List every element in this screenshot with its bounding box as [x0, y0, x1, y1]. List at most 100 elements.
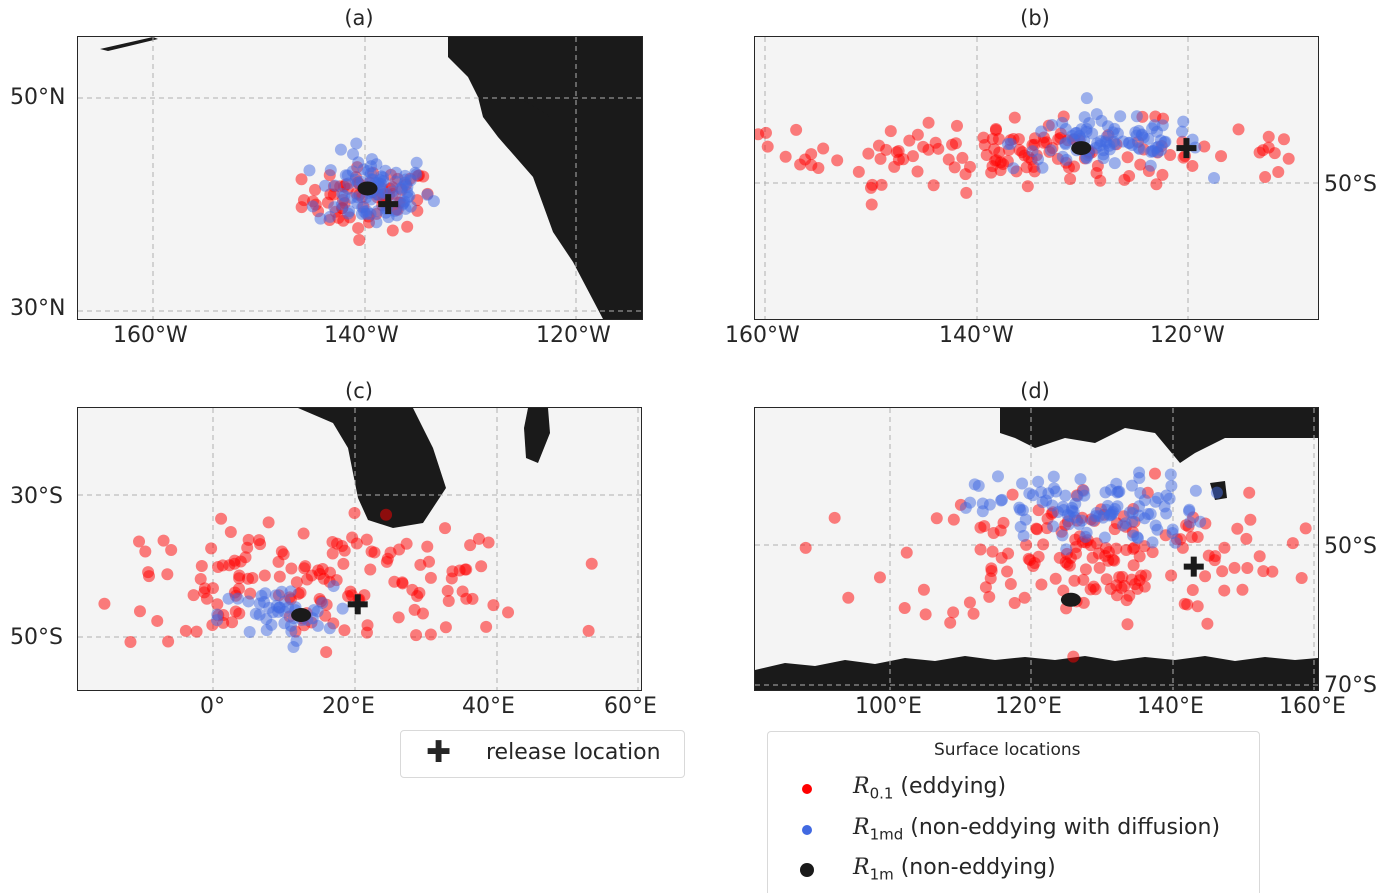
legend-text: (non-eddying with diffusion) [903, 815, 1221, 840]
scatter-point-r01 [922, 143, 935, 156]
scatter-point-r01 [1186, 159, 1199, 172]
scatter-point-r1md [991, 470, 1004, 483]
ytick-label: 70°S [1324, 673, 1377, 698]
release-marker-icon [378, 194, 399, 215]
scatter-point-r01 [989, 124, 1002, 137]
red-dot-icon [802, 784, 812, 794]
scatter-point-r01 [400, 537, 413, 550]
scatter-point-r01 [1134, 158, 1147, 171]
scatter-point-r1md [1070, 126, 1083, 139]
scatter-point-r01 [1113, 571, 1126, 584]
scatter-point-r01 [1208, 554, 1221, 567]
scatter-point-r01 [360, 626, 373, 639]
scatter-point-r1md [995, 493, 1008, 506]
scatter-point-r01 [1199, 570, 1212, 583]
scatter-point-r01 [947, 606, 960, 619]
scatter-point-r01 [1128, 541, 1141, 554]
scatter-point-r01 [1228, 561, 1241, 574]
scatter-point-r1md [1144, 159, 1157, 172]
scatter-point-r01 [1231, 522, 1244, 535]
scatter-point-r01 [1253, 550, 1266, 563]
scatter-point-r01 [963, 596, 976, 609]
scatter-point-r1md [1111, 500, 1124, 513]
scatter-point-r01 [439, 522, 452, 535]
panel-d-title: (d) [1020, 379, 1050, 403]
scatter-point-r01 [983, 590, 996, 603]
scatter-point-r01 [1077, 573, 1090, 586]
xtick-label: 160°E [1279, 694, 1346, 719]
scatter-point-r01 [1006, 488, 1019, 501]
scatter-point-r01 [817, 142, 830, 155]
scatter-point-r1md [272, 605, 285, 618]
scatter-point-r01 [1266, 565, 1279, 578]
scatter-point-r01 [200, 592, 213, 605]
map-panel-d [754, 407, 1319, 691]
scatter-point-r1md [1125, 479, 1138, 492]
land-mass [298, 408, 446, 528]
map-c-plot [78, 408, 641, 690]
xtick-label: 20°E [322, 694, 375, 719]
scatter-point-r1md [1078, 111, 1091, 124]
scatter-point-r01 [401, 220, 414, 233]
scatter-point-r1m [1071, 141, 1092, 156]
scatter-point-r01 [1218, 584, 1231, 597]
scatter-point-r1md [389, 175, 402, 188]
release-marker-bar [385, 194, 392, 215]
release-marker-icon [1183, 556, 1204, 577]
scatter-point-r1md [285, 625, 298, 638]
scatter-point-r01 [1277, 133, 1290, 146]
surface-legend-title: Surface locations [934, 740, 1081, 760]
scatter-point-r01 [986, 545, 999, 558]
scatter-point-r1md [222, 592, 235, 605]
scatter-point-r1md [1106, 126, 1119, 139]
scatter-point-r01 [475, 560, 488, 573]
scatter-point-r01 [392, 611, 405, 624]
release-marker-icon [1176, 138, 1197, 159]
scatter-point-r01 [944, 616, 957, 629]
scatter-point-r01 [888, 160, 901, 173]
scatter-point-r01 [959, 168, 972, 181]
scatter-point-r01 [900, 546, 913, 559]
scatter-point-r1md [377, 171, 390, 184]
scatter-point-r1md [959, 501, 972, 514]
scatter-point-r01 [459, 563, 472, 576]
scatter-point-r01 [312, 564, 325, 577]
scatter-point-r01 [1216, 565, 1229, 578]
scatter-point-r1md [1080, 92, 1093, 105]
scatter-point-r1md [253, 597, 266, 610]
scatter-point-r01 [139, 545, 152, 558]
scatter-point-r01 [875, 178, 888, 191]
scatter-point-r01 [1008, 111, 1021, 124]
scatter-point-r01 [759, 126, 772, 139]
black-dot-icon [800, 863, 814, 877]
scatter-point-r1md [1175, 125, 1188, 138]
scatter-point-r1md [370, 216, 383, 229]
ytick-label: 50°N [10, 85, 66, 110]
scatter-point-r01 [1215, 150, 1228, 163]
scatter-point-r1md [1210, 486, 1223, 499]
scatter-point-r01 [161, 568, 174, 581]
scatter-point-r01 [411, 589, 424, 602]
legend-symbol: R [853, 855, 870, 880]
scatter-point-r1md [1160, 507, 1173, 520]
scatter-point-r01 [1148, 467, 1161, 480]
xtick-label: 100°E [855, 694, 922, 719]
scatter-point-r1md [1056, 150, 1069, 163]
scatter-point-r01 [441, 584, 454, 597]
scatter-point-r1md [342, 177, 355, 190]
scatter-point-r1md [1059, 136, 1072, 149]
scatter-point-r01 [187, 589, 200, 602]
scatter-point-r01 [947, 513, 960, 526]
legend-symbol: R [853, 815, 870, 840]
scatter-point-r1md [1007, 162, 1020, 175]
scatter-point-r01 [1241, 561, 1254, 574]
scatter-point-r1md [231, 592, 244, 605]
scatter-point-r1md [1169, 536, 1182, 549]
scatter-point-r01 [1094, 174, 1107, 187]
map-b-plot [755, 37, 1318, 319]
scatter-point-r1md [284, 585, 297, 598]
scatter-point-r1md [1130, 110, 1143, 123]
scatter-point-r1md [1080, 122, 1093, 135]
scatter-point-r01 [994, 164, 1007, 177]
scatter-point-r1md [364, 207, 377, 220]
